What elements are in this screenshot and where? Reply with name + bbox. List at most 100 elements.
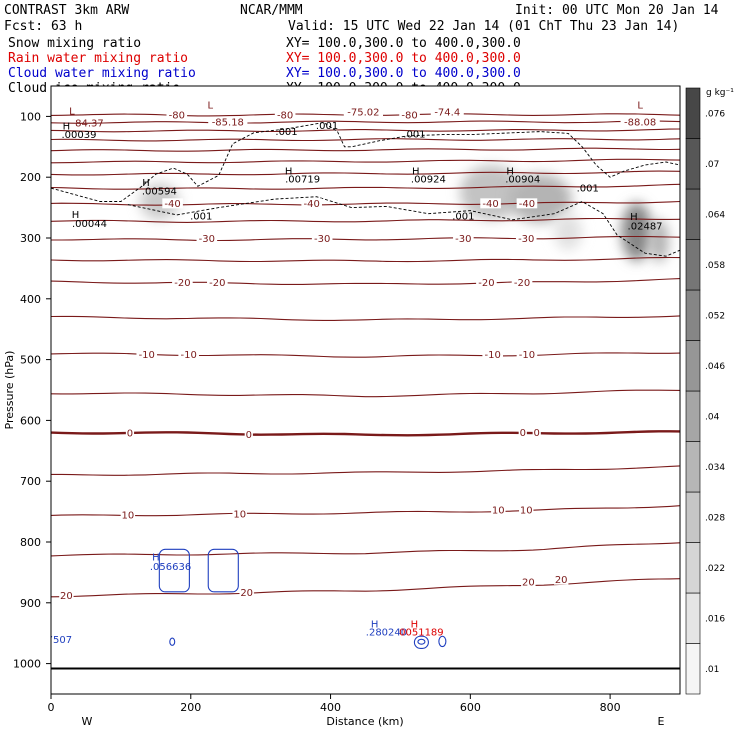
temperature-label: -30	[455, 234, 471, 245]
extrema-label: .00719	[285, 175, 320, 186]
extrema-label: L	[208, 100, 214, 111]
temperature-contour	[51, 465, 680, 476]
colorbar-level: .046	[705, 362, 725, 372]
temperature-contour	[51, 278, 680, 285]
y-tick-label: 400	[20, 293, 41, 306]
extrema-label: .001	[452, 212, 474, 223]
colorbar-level: .052	[705, 311, 725, 321]
model-title: CONTRAST 3km ARW	[4, 3, 129, 18]
plot-area: -80 -80 -80 -75.02 -74.4 -85.18 -88.08 -40 -40 -4…	[50, 85, 681, 695]
extrema-label: .00904	[505, 175, 540, 186]
temperature-contour	[51, 120, 680, 124]
temperature-label-bg	[239, 587, 254, 598]
temperature-contour	[51, 235, 680, 242]
extrema-label: .280240	[366, 627, 407, 638]
x-tick-label: 800	[600, 701, 621, 714]
cloud-water-contour	[417, 638, 426, 645]
temperature-label-bg	[620, 116, 660, 127]
x-tick-label: 200	[180, 701, 201, 714]
temperature-label: -10	[139, 350, 155, 361]
temperature-contour	[51, 170, 680, 176]
cloud-water-contour	[413, 635, 429, 649]
x-axis-label: Distance (km)	[326, 715, 403, 728]
colorbar-level: .01	[705, 665, 719, 675]
temperature-label: -40	[482, 199, 498, 210]
temperature-label-bg	[196, 233, 218, 244]
temperature-contour	[51, 505, 680, 517]
colorbar-swatch	[685, 239, 701, 291]
temperature-label: -88.08	[624, 117, 656, 128]
temperature-contour	[51, 138, 680, 142]
temperature-contour	[51, 217, 680, 223]
temperature-label-bg	[516, 349, 538, 360]
temperature-label-bg	[343, 107, 384, 118]
colorbar-level: .028	[705, 513, 725, 523]
temperature-label-bg	[482, 349, 503, 360]
temperature-label: -20	[174, 278, 190, 289]
temperature-label-bg	[430, 107, 464, 118]
extrema-label: H	[285, 167, 293, 178]
temperature-contour	[51, 315, 680, 321]
temperature-label-bg	[59, 590, 74, 601]
temperature-label-bg	[532, 427, 541, 438]
temperature-label-bg	[399, 110, 420, 121]
y-tick-label: 200	[20, 171, 41, 184]
temperature-label-bg	[521, 577, 536, 588]
ice-boundary-upper	[51, 122, 680, 202]
colorbar-level: .07	[705, 160, 719, 170]
temperature-label-bg	[519, 504, 534, 515]
temperature-label: -80	[277, 111, 293, 122]
y-tick-label: 600	[20, 414, 41, 427]
ice-shade-blob	[459, 165, 523, 220]
temperature-contour	[51, 578, 680, 598]
extrema-label: H	[412, 167, 420, 178]
temperature-contour	[51, 542, 680, 557]
temperature-label: -74.4	[434, 108, 460, 119]
extrema-label: .00039	[61, 130, 96, 141]
temperature-label-bg	[125, 428, 135, 439]
y-axis-label: Pressure (hPa)	[3, 351, 16, 430]
y-tick-label: 700	[20, 475, 41, 488]
temperature-label-bg	[178, 349, 199, 360]
colorbar-level: .076	[705, 109, 725, 119]
y-tick-label: 300	[20, 232, 41, 245]
colorbar-swatch	[685, 643, 701, 695]
extrema-label: .056636	[150, 562, 191, 573]
temperature-label-bg	[515, 233, 537, 244]
temperature-label: -40	[164, 199, 180, 210]
extrema-label: H	[72, 210, 80, 221]
colorbar-swatch	[685, 289, 701, 341]
init-label: Init: 00 UTC Mon 20 Jan 14	[515, 3, 719, 18]
temperature-label-bg	[301, 198, 322, 209]
field-name-snow: Snow mixing ratio	[8, 36, 141, 51]
temperature-label: 20	[555, 575, 568, 586]
colorbar-swatch	[685, 390, 701, 442]
temperature-contour	[51, 256, 680, 263]
temperature-label: -80	[169, 111, 185, 122]
temperature-label-bg	[136, 349, 158, 360]
y-tick-label: 100	[20, 110, 41, 123]
temperature-label: -75.02	[347, 108, 379, 119]
x-tick-label: 600	[460, 701, 481, 714]
temperature-label: 20	[60, 591, 73, 602]
temperature-label: 10	[492, 505, 505, 516]
ice-shade-blob	[139, 183, 179, 220]
cloud-water-contour	[207, 548, 239, 593]
ice-boundary-lower	[127, 196, 680, 257]
cloud-water-contour	[169, 637, 176, 646]
colorbar: .01 .016 .022 .028 .034 .04 .046 .052 .058 .064 .0…	[685, 87, 725, 695]
extrema-label: 0051189	[399, 627, 444, 638]
colorbar-level: .022	[705, 564, 725, 574]
temperature-label: 20	[240, 588, 253, 599]
temperature-label-bg	[172, 277, 193, 288]
center-label: NCAR/MMM	[240, 3, 303, 18]
colorbar-level: .016	[705, 614, 725, 624]
temperature-label-bg	[480, 198, 501, 209]
temperature-label: 0	[520, 428, 526, 439]
forecast-hour: Fcst: 63 h	[4, 19, 82, 34]
temperature-label-bg	[518, 427, 527, 438]
temperature-label-bg	[166, 110, 188, 121]
temperature-label: -20	[514, 278, 530, 289]
temperature-label-bg	[553, 574, 569, 585]
